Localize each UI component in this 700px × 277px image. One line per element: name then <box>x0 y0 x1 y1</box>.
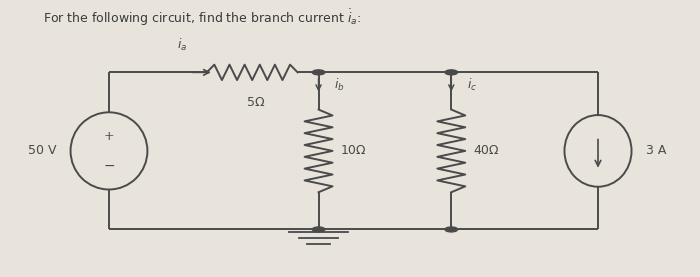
Text: 3 A: 3 A <box>645 144 666 157</box>
Text: +: + <box>104 130 114 143</box>
Text: 40Ω: 40Ω <box>474 144 499 157</box>
Text: −: − <box>103 158 115 173</box>
Circle shape <box>445 70 458 75</box>
Text: $i_a$: $i_a$ <box>177 37 188 53</box>
Text: 50 V: 50 V <box>28 144 57 157</box>
Circle shape <box>312 70 325 75</box>
Circle shape <box>312 227 325 232</box>
Text: 10Ω: 10Ω <box>341 144 366 157</box>
Text: $i_b$: $i_b$ <box>334 77 344 93</box>
Circle shape <box>445 227 458 232</box>
Text: For the following circuit, find the branch current $\dot{i}_a$:: For the following circuit, find the bran… <box>43 7 361 28</box>
Text: $i_c$: $i_c$ <box>467 77 477 93</box>
Text: 5Ω: 5Ω <box>247 96 265 109</box>
